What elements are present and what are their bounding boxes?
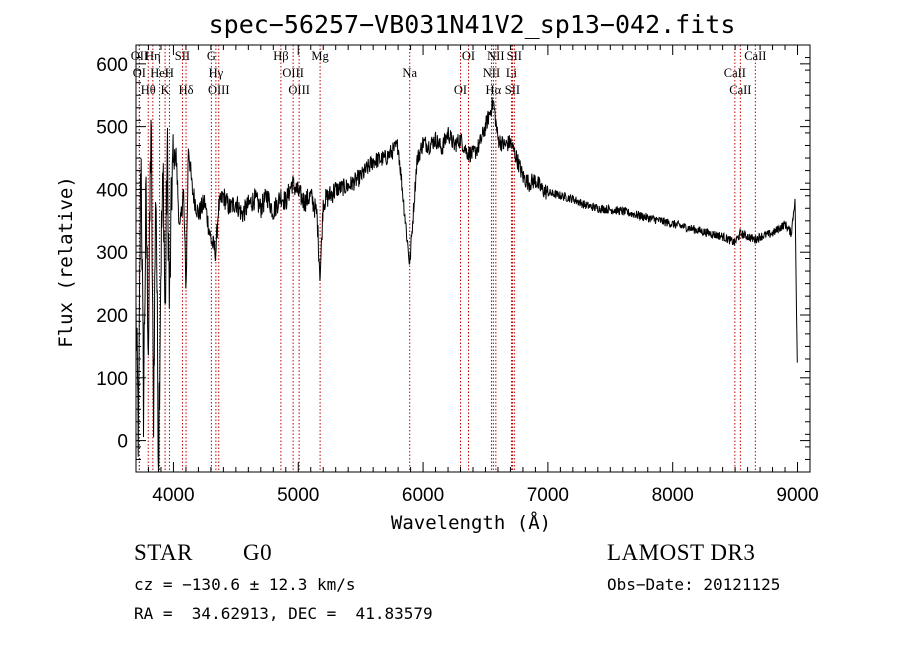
x-tick-label: 7000: [527, 485, 569, 506]
line-label-20: NII: [483, 66, 500, 80]
redshift-velocity: cz = −130.6 ± 12.3 km/s: [134, 575, 356, 594]
line-label-28: CaII: [744, 49, 766, 63]
line-label-18: OI: [454, 83, 467, 97]
chart-title: spec−56257−VB031N41V2_sp13−042.fits: [209, 10, 736, 39]
y-axis-label: Flux (relative): [55, 176, 77, 348]
line-label-12: OIII: [208, 83, 230, 97]
y-tick-label: 500: [96, 118, 128, 139]
object-subclass: G0: [243, 540, 273, 565]
line-label-11: Hγ: [209, 66, 224, 80]
line-label-10: G: [207, 49, 216, 63]
ra-dec-coordinates: RA = 34.62913, DEC = 41.83579: [134, 604, 433, 623]
line-label-22: NII: [487, 49, 504, 63]
line-label-24: SII: [505, 83, 520, 97]
line-label-27: CaII: [729, 83, 751, 97]
spectral-line-labels: OIIOIHθHηHeIKSIIHHδGHγOIIIHβOIIIOIIIMgNa…: [131, 49, 767, 97]
line-label-4: Hη: [145, 49, 161, 63]
line-label-7: SII: [175, 49, 190, 63]
y-tick-label: 200: [96, 306, 128, 327]
x-tick-label: 8000: [652, 485, 694, 506]
x-tick-label: 4000: [152, 485, 194, 506]
plot-frame: [135, 44, 811, 473]
y-tick-label: 300: [96, 243, 128, 264]
line-label-25: SII: [507, 49, 522, 63]
line-label-15: OIII: [288, 83, 310, 97]
line-label-1: OII: [131, 49, 148, 63]
line-label-26: CaII: [724, 66, 746, 80]
line-label-2: OI: [133, 66, 146, 80]
x-tick-label: 5000: [277, 485, 319, 506]
line-label-21: Hα: [486, 83, 502, 97]
x-tick-label: 6000: [402, 485, 444, 506]
spectral-line-markers: [138, 45, 756, 472]
survey-name: LAMOST DR3: [607, 540, 756, 565]
object-class: STAR: [134, 540, 193, 565]
line-label-14: OIII: [282, 66, 304, 80]
y-tick-label: 400: [96, 180, 128, 201]
line-label-9: Hδ: [179, 83, 194, 97]
line-label-3: Hθ: [141, 83, 156, 97]
line-label-5: HeI: [150, 66, 169, 80]
y-tick-label: 100: [96, 369, 128, 390]
line-label-13: Hβ: [273, 49, 288, 63]
line-label-19: OI: [462, 49, 475, 63]
line-label-6: K: [161, 83, 170, 97]
line-label-16: Mg: [311, 49, 329, 63]
line-label-17: Na: [402, 66, 417, 80]
x-axis-label: Wavelength (Å): [391, 511, 551, 534]
y-tick-label: 600: [96, 55, 128, 76]
x-tick-label: 9000: [776, 485, 818, 506]
axis-ticks: 4000 5000 6000 7000 8000 9000 0 100 200 300 400 500…: [96, 44, 819, 506]
flux-series-line: [135, 97, 798, 473]
y-tick-label: 0: [117, 432, 128, 453]
observation-date: Obs−Date: 20121125: [607, 575, 781, 594]
line-label-23: Li: [506, 66, 518, 80]
line-label-8: H: [165, 66, 174, 80]
